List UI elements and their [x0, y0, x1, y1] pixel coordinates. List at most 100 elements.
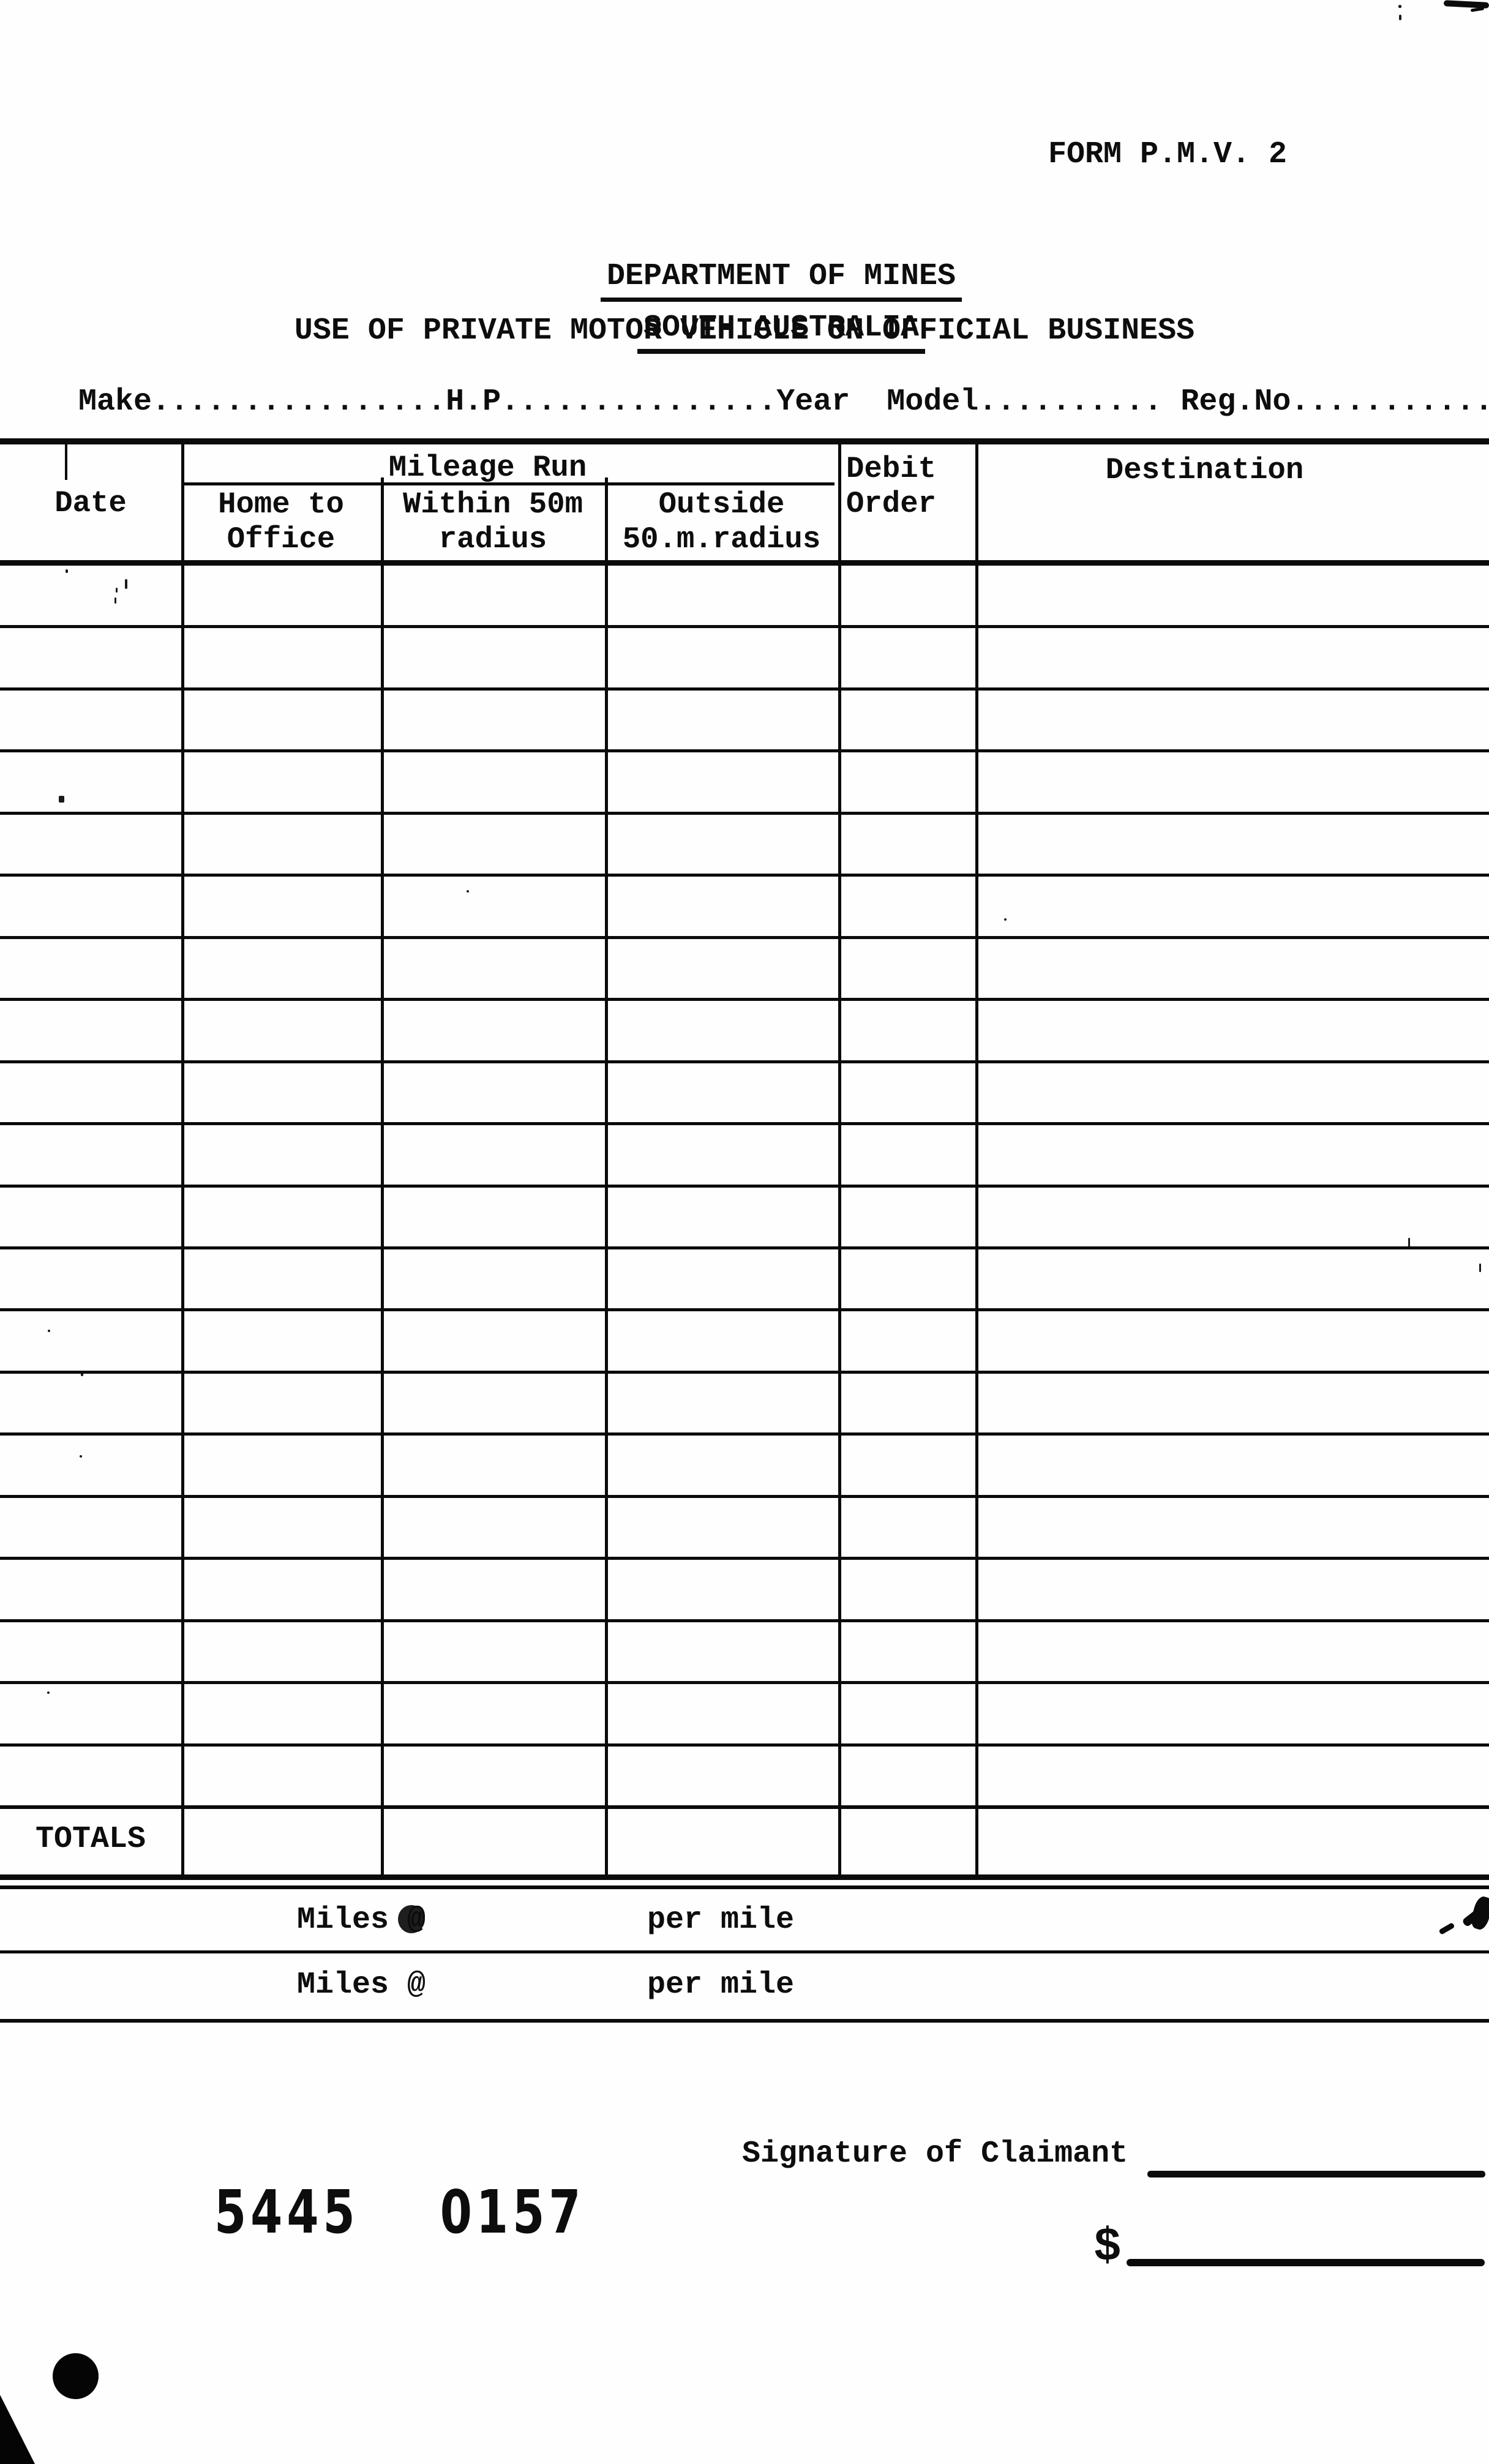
table-cell-debit-order[interactable]	[838, 1743, 975, 1805]
table-cell-home-to-office[interactable]	[181, 874, 381, 935]
table-cell-debit-order[interactable]	[838, 1619, 975, 1681]
totals-cell-debit-order[interactable]	[838, 1809, 975, 1874]
table-cell-home-to-office[interactable]	[181, 1371, 381, 1432]
table-cell-within-50m-radius[interactable]	[381, 936, 605, 998]
table-cell-within-50m-radius[interactable]	[381, 1122, 605, 1184]
table-cell-debit-order[interactable]	[838, 625, 975, 687]
table-cell-within-50m-radius[interactable]	[381, 1432, 605, 1494]
table-cell-within-50m-radius[interactable]	[381, 1308, 605, 1370]
table-cell-outside-50m-radius[interactable]	[605, 812, 838, 874]
table-cell-debit-order[interactable]	[838, 1185, 975, 1246]
table-cell-debit-order[interactable]	[838, 1681, 975, 1743]
table-cell-date[interactable]	[0, 1495, 181, 1557]
table-cell-within-50m-radius[interactable]	[381, 998, 605, 1060]
totals-cell-date[interactable]	[0, 1809, 181, 1874]
table-cell-within-50m-radius[interactable]	[381, 812, 605, 874]
table-cell-within-50m-radius[interactable]	[381, 1681, 605, 1743]
table-cell-home-to-office[interactable]	[181, 625, 381, 687]
table-cell-destination[interactable]	[975, 1495, 1489, 1557]
totals-cell-within-50m-radius[interactable]	[381, 1809, 605, 1874]
table-cell-debit-order[interactable]	[838, 998, 975, 1060]
table-cell-within-50m-radius[interactable]	[381, 625, 605, 687]
table-cell-destination[interactable]	[975, 1122, 1489, 1184]
table-cell-within-50m-radius[interactable]	[381, 1371, 605, 1432]
table-cell-outside-50m-radius[interactable]	[605, 1246, 838, 1308]
table-cell-home-to-office[interactable]	[181, 1060, 381, 1122]
table-cell-date[interactable]	[0, 874, 181, 935]
table-cell-home-to-office[interactable]	[181, 1557, 381, 1619]
table-cell-home-to-office[interactable]	[181, 1495, 381, 1557]
table-cell-outside-50m-radius[interactable]	[605, 1619, 838, 1681]
table-cell-debit-order[interactable]	[838, 812, 975, 874]
table-cell-date[interactable]	[0, 998, 181, 1060]
model-field-dots[interactable]: ..........	[978, 384, 1163, 419]
table-cell-debit-order[interactable]	[838, 749, 975, 811]
table-cell-outside-50m-radius[interactable]	[605, 1371, 838, 1432]
table-cell-within-50m-radius[interactable]	[381, 563, 605, 625]
table-cell-home-to-office[interactable]	[181, 936, 381, 998]
table-cell-outside-50m-radius[interactable]	[605, 1495, 838, 1557]
table-cell-debit-order[interactable]	[838, 1308, 975, 1370]
table-cell-outside-50m-radius[interactable]	[605, 1743, 838, 1805]
table-cell-destination[interactable]	[975, 1060, 1489, 1122]
table-cell-date[interactable]	[0, 1122, 181, 1184]
table-cell-outside-50m-radius[interactable]	[605, 998, 838, 1060]
totals-cell-home-to-office[interactable]	[181, 1809, 381, 1874]
table-cell-debit-order[interactable]	[838, 874, 975, 935]
table-cell-destination[interactable]	[975, 749, 1489, 811]
signature-line[interactable]	[1147, 2171, 1485, 2178]
table-cell-date[interactable]	[0, 812, 181, 874]
table-cell-destination[interactable]	[975, 1185, 1489, 1246]
table-cell-outside-50m-radius[interactable]	[605, 563, 838, 625]
table-cell-home-to-office[interactable]	[181, 749, 381, 811]
table-cell-home-to-office[interactable]	[181, 1122, 381, 1184]
table-cell-within-50m-radius[interactable]	[381, 749, 605, 811]
table-cell-debit-order[interactable]	[838, 687, 975, 749]
table-cell-outside-50m-radius[interactable]	[605, 687, 838, 749]
table-cell-destination[interactable]	[975, 1371, 1489, 1432]
table-cell-debit-order[interactable]	[838, 1432, 975, 1494]
table-cell-date[interactable]	[0, 936, 181, 998]
table-cell-destination[interactable]	[975, 1743, 1489, 1805]
table-cell-within-50m-radius[interactable]	[381, 1185, 605, 1246]
table-cell-outside-50m-radius[interactable]	[605, 1681, 838, 1743]
table-cell-home-to-office[interactable]	[181, 812, 381, 874]
table-cell-date[interactable]	[0, 1371, 181, 1432]
table-cell-date[interactable]	[0, 1681, 181, 1743]
table-cell-date[interactable]	[0, 1432, 181, 1494]
table-cell-destination[interactable]	[975, 936, 1489, 998]
hp-field-dots[interactable]: ..............	[519, 384, 777, 419]
table-cell-debit-order[interactable]	[838, 1122, 975, 1184]
table-cell-destination[interactable]	[975, 1246, 1489, 1308]
table-cell-outside-50m-radius[interactable]	[605, 749, 838, 811]
table-cell-debit-order[interactable]	[838, 1246, 975, 1308]
table-cell-home-to-office[interactable]	[181, 1185, 381, 1246]
table-cell-debit-order[interactable]	[838, 1495, 975, 1557]
regno-field-dots[interactable]: ...........	[1291, 384, 1489, 419]
table-cell-outside-50m-radius[interactable]	[605, 1557, 838, 1619]
table-cell-within-50m-radius[interactable]	[381, 1060, 605, 1122]
table-cell-debit-order[interactable]	[838, 1060, 975, 1122]
table-cell-within-50m-radius[interactable]	[381, 1743, 605, 1805]
table-cell-destination[interactable]	[975, 812, 1489, 874]
totals-cell-outside-50m-radius[interactable]	[605, 1809, 838, 1874]
table-cell-home-to-office[interactable]	[181, 1619, 381, 1681]
table-cell-outside-50m-radius[interactable]	[605, 1308, 838, 1370]
table-cell-destination[interactable]	[975, 563, 1489, 625]
totals-cell-destination[interactable]	[975, 1809, 1489, 1874]
table-cell-date[interactable]	[0, 1619, 181, 1681]
table-cell-date[interactable]	[0, 749, 181, 811]
table-cell-destination[interactable]	[975, 1619, 1489, 1681]
table-cell-destination[interactable]	[975, 687, 1489, 749]
table-cell-within-50m-radius[interactable]	[381, 874, 605, 935]
table-cell-home-to-office[interactable]	[181, 563, 381, 625]
table-cell-date[interactable]	[0, 625, 181, 687]
table-cell-home-to-office[interactable]	[181, 998, 381, 1060]
table-cell-outside-50m-radius[interactable]	[605, 1185, 838, 1246]
table-cell-destination[interactable]	[975, 1557, 1489, 1619]
table-cell-home-to-office[interactable]	[181, 1432, 381, 1494]
table-cell-date[interactable]	[0, 1557, 181, 1619]
table-cell-date[interactable]	[0, 1308, 181, 1370]
make-field-dots[interactable]: ................	[152, 384, 446, 419]
amount-line[interactable]	[1127, 2259, 1485, 2266]
